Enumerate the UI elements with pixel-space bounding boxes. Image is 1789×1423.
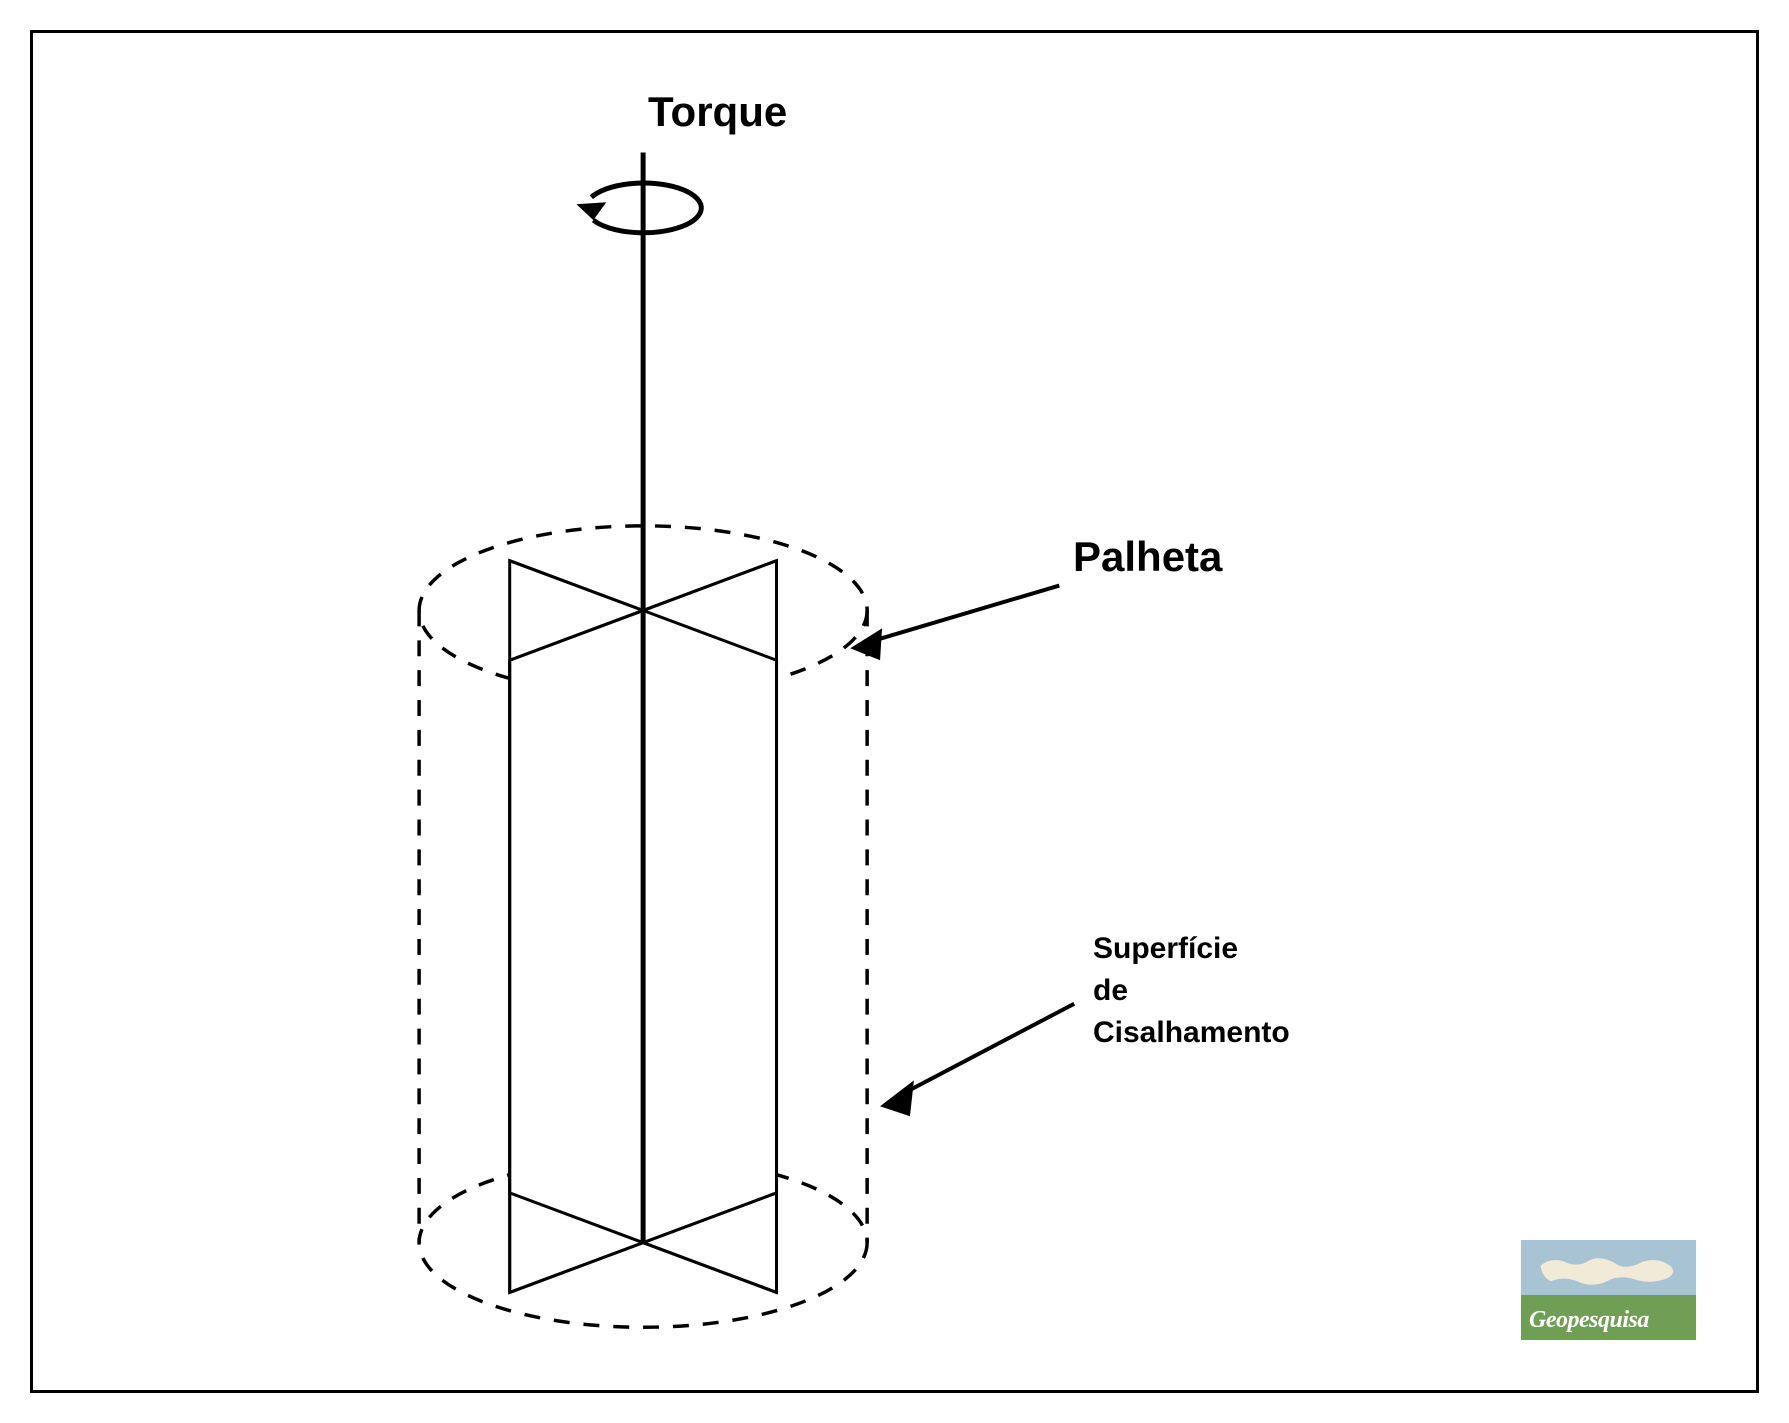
superficie-line1: Superfície: [1093, 928, 1290, 970]
diagram-frame: Torque Palheta Superfície de Cisalhament…: [30, 30, 1759, 1393]
palheta-pointer-arrow: [850, 586, 1059, 661]
superficie-pointer-arrow: [880, 1004, 1074, 1117]
torque-label: Torque: [648, 88, 787, 136]
superficie-line2: de: [1093, 970, 1290, 1012]
brand-logo: Geopesquisa: [1521, 1240, 1696, 1340]
vane-shear-diagram: [33, 33, 1756, 1390]
logo-brand-text: Geopesquisa: [1529, 1307, 1649, 1334]
superficie-label: Superfície de Cisalhamento: [1093, 928, 1290, 1054]
superficie-line3: Cisalhamento: [1093, 1012, 1290, 1054]
palheta-label: Palheta: [1073, 533, 1222, 581]
logo-landmass-icon: [1530, 1255, 1688, 1290]
vane-blades: [510, 561, 777, 1293]
rotation-arrow-icon: [576, 183, 701, 233]
